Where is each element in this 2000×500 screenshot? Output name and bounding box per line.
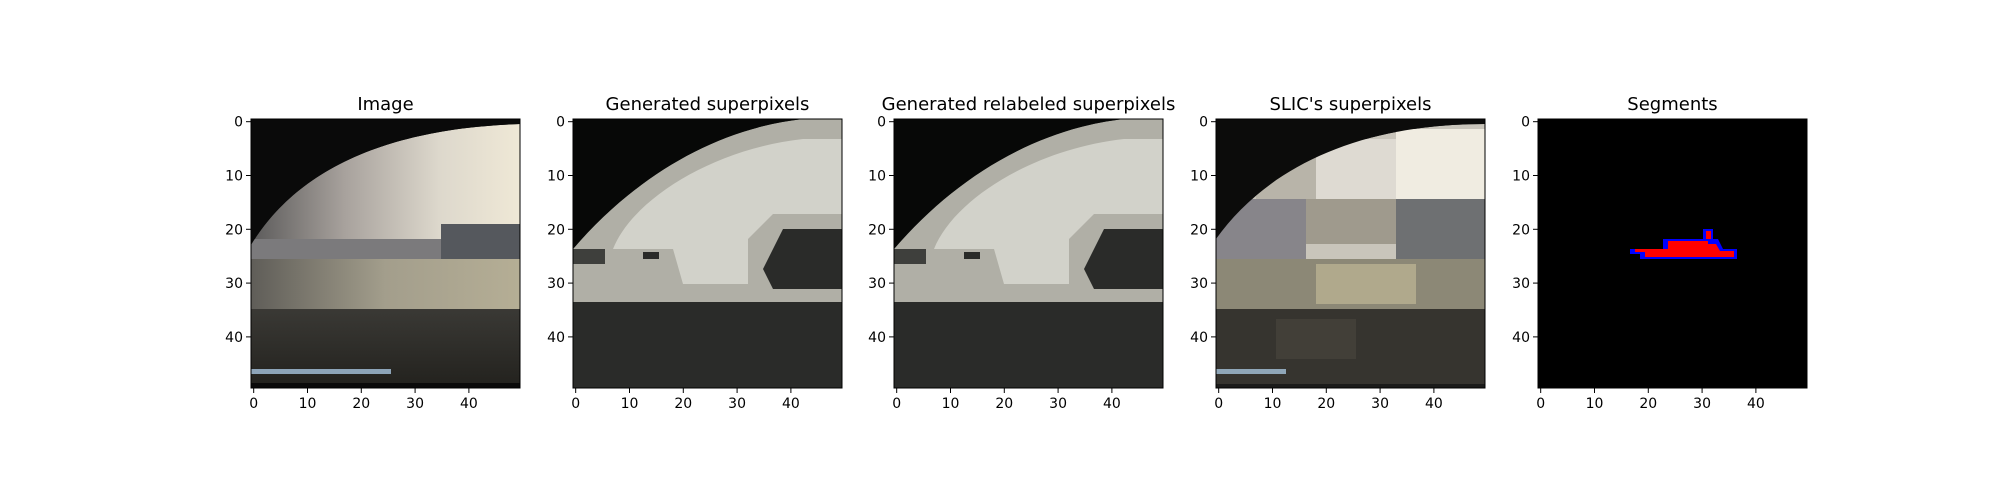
y-tick-label: 40: [1512, 330, 1530, 346]
superpixel-map: [573, 119, 842, 388]
x-tick-label: 20: [1639, 396, 1657, 412]
y-tick-label: 0: [877, 115, 886, 131]
x-axis: 0 10 20 30 40: [1214, 388, 1443, 412]
panel-slic-superpixels: SLIC's superpixels 0 10 20 30 40 0 10 20 30 40: [1190, 94, 1486, 412]
panel-title: Generated superpixels: [606, 94, 810, 115]
panel-title: Image: [357, 94, 413, 115]
x-tick-label: 30: [728, 396, 746, 412]
y-tick-label: 30: [1190, 276, 1208, 292]
y-tick-label: 20: [1190, 222, 1208, 238]
y-tick-label: 20: [868, 222, 886, 238]
y-tick-label: 10: [225, 168, 243, 184]
y-tick-label: 0: [1199, 115, 1208, 131]
y-tick-label: 20: [1512, 222, 1530, 238]
x-tick-label: 30: [1693, 396, 1711, 412]
x-tick-label: 40: [1425, 396, 1443, 412]
x-tick-label: 10: [1264, 396, 1282, 412]
x-axis: 0 10 20 30 40: [1536, 388, 1765, 412]
axes-frame: [1537, 118, 1808, 389]
panel-generated-superpixels: Generated superpixels 0 10 20 30 40 0 10 20 30 4…: [547, 94, 843, 412]
x-tick-label: 0: [1214, 396, 1223, 412]
axes-frame: [893, 118, 1164, 389]
y-tick-label: 40: [1190, 330, 1208, 346]
y-tick-label: 40: [547, 330, 565, 346]
x-tick-label: 40: [1747, 396, 1765, 412]
axes-frame: [572, 118, 843, 389]
panel-title: Generated relabeled superpixels: [882, 94, 1176, 115]
x-tick-label: 20: [352, 396, 370, 412]
y-axis: 0 10 20 30 40: [547, 115, 573, 346]
y-tick-label: 0: [556, 115, 565, 131]
axes-frame: [1215, 118, 1486, 389]
x-axis: 0 10 20 30 40: [249, 388, 478, 412]
y-tick-label: 40: [868, 330, 886, 346]
y-tick-label: 10: [868, 168, 886, 184]
y-axis: 0 10 20 30 40: [1190, 115, 1216, 346]
image-content: [251, 119, 520, 388]
y-tick-label: 10: [1512, 168, 1530, 184]
segment-mask: [1538, 119, 1807, 388]
x-tick-label: 10: [621, 396, 639, 412]
x-tick-label: 40: [460, 396, 478, 412]
x-tick-label: 20: [1317, 396, 1335, 412]
panel-segments: Segments 0 10 20 30 40 0 10 20 30 40: [1512, 94, 1808, 412]
panel-relabeled-superpixels: Generated relabeled superpixels 0 10 20 30 4…: [868, 94, 1175, 412]
y-tick-label: 0: [1521, 115, 1530, 131]
y-tick-label: 30: [225, 276, 243, 292]
x-tick-label: 0: [571, 396, 580, 412]
y-tick-label: 30: [547, 276, 565, 292]
y-tick-label: 40: [225, 330, 243, 346]
x-tick-label: 30: [1371, 396, 1389, 412]
x-tick-label: 20: [995, 396, 1013, 412]
y-tick-label: 10: [1190, 168, 1208, 184]
x-tick-label: 0: [1536, 396, 1545, 412]
x-tick-label: 40: [1103, 396, 1121, 412]
x-tick-label: 30: [406, 396, 424, 412]
x-axis: 0 10 20 30 40: [892, 388, 1121, 412]
x-tick-label: 10: [1586, 396, 1604, 412]
axes-frame: [250, 118, 521, 389]
panel-title: SLIC's superpixels: [1269, 94, 1431, 115]
y-tick-label: 0: [234, 115, 243, 131]
x-tick-label: 10: [942, 396, 960, 412]
slic-map: [1216, 119, 1485, 388]
y-tick-label: 30: [868, 276, 886, 292]
y-tick-label: 20: [225, 222, 243, 238]
x-tick-label: 20: [674, 396, 692, 412]
y-axis: 0 10 20 30 40: [1512, 115, 1538, 346]
panel-image: Image 0 10 20 30 40 0 10 20 30 40: [225, 94, 521, 412]
x-tick-label: 30: [1049, 396, 1067, 412]
y-tick-label: 20: [547, 222, 565, 238]
superpixel-map: [894, 119, 1163, 388]
y-axis: 0 10 20 30 40: [868, 115, 894, 346]
y-axis: 0 10 20 30 40: [225, 115, 251, 346]
y-tick-label: 10: [547, 168, 565, 184]
x-tick-label: 0: [892, 396, 901, 412]
x-tick-label: 40: [782, 396, 800, 412]
x-tick-label: 10: [299, 396, 317, 412]
panel-title: Segments: [1627, 94, 1717, 115]
y-tick-label: 30: [1512, 276, 1530, 292]
x-axis: 0 10 20 30 40: [571, 388, 800, 412]
x-tick-label: 0: [249, 396, 258, 412]
